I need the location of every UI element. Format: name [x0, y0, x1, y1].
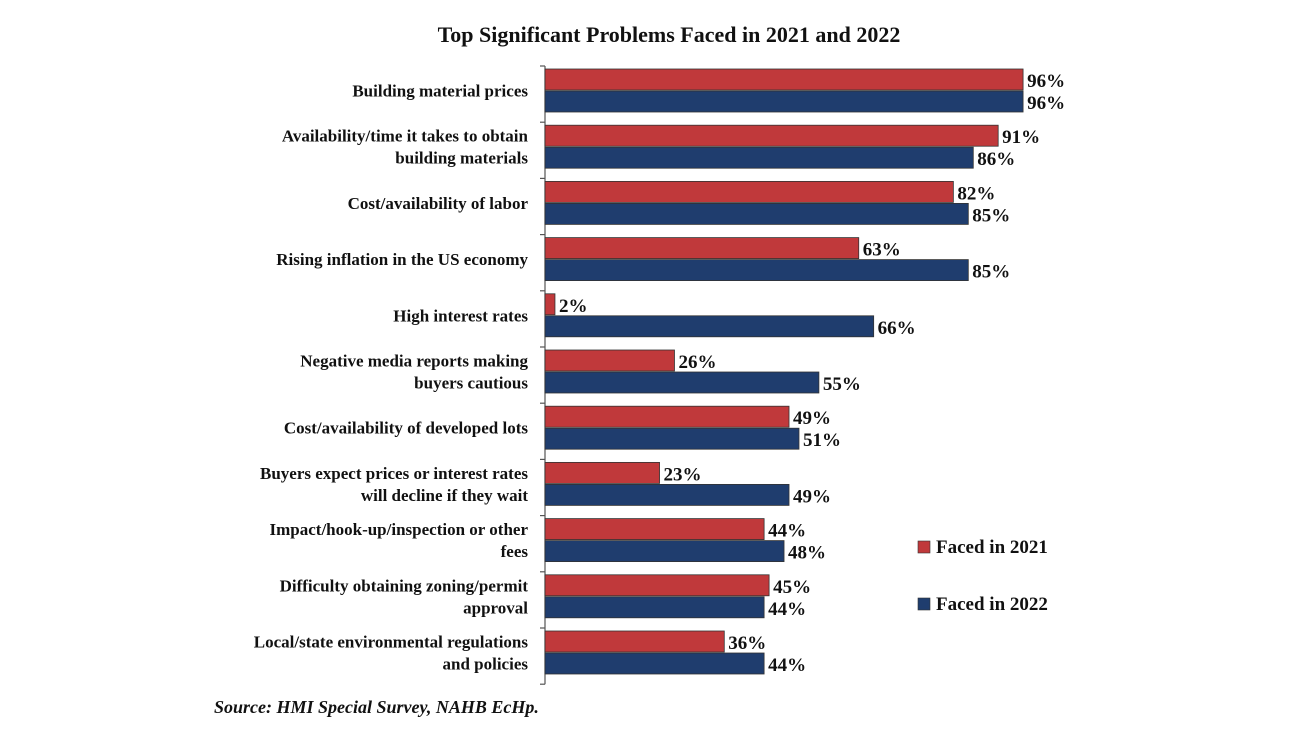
chart-title: Top Significant Problems Faced in 2021 a…	[438, 22, 901, 47]
value-label: 26%	[678, 352, 716, 373]
value-label: 48%	[788, 543, 826, 564]
bar-2021	[544, 349, 675, 372]
category-label: High interest rates	[393, 306, 528, 325]
bar-2022	[544, 90, 1024, 113]
value-label: 85%	[972, 205, 1010, 226]
category-label: Cost/availability of developed lots	[284, 419, 529, 438]
bar-2021	[544, 630, 725, 653]
value-label: 91%	[1002, 127, 1040, 148]
bar-2022	[544, 596, 765, 619]
bar-2022	[544, 146, 974, 169]
value-label: 55%	[823, 374, 861, 395]
bar-2022	[544, 259, 969, 282]
bar-2021	[544, 237, 860, 260]
bar-2022	[544, 652, 765, 675]
category-label: Cost/availability of labor	[348, 194, 529, 213]
category-label: Rising inflation in the US economy	[276, 250, 528, 269]
bar-2021	[544, 518, 765, 540]
bar-2021	[544, 180, 954, 203]
value-label: 66%	[878, 318, 916, 339]
value-label: 51%	[803, 430, 841, 451]
bar-2021	[544, 68, 1024, 91]
value-label: 49%	[793, 486, 831, 507]
category-label: Availability/time it takes to obtain buil…	[282, 127, 529, 168]
bar-2022	[544, 202, 969, 225]
bar-2022	[544, 427, 800, 450]
value-label: 44%	[768, 599, 806, 620]
bar-2022	[544, 483, 790, 506]
category-label: Impact/hook-up/inspection or other fees	[270, 520, 529, 561]
value-label: 49%	[793, 408, 831, 429]
value-label: 85%	[972, 262, 1010, 283]
bar-2022	[544, 540, 785, 562]
value-label: 96%	[1027, 93, 1065, 114]
category-label: Negative media reports making buyers caut…	[300, 352, 528, 393]
value-label: 44%	[768, 655, 806, 676]
category-label: Difficulty obtaining zoning/permit approv…	[280, 576, 529, 617]
bar-2021	[544, 461, 660, 484]
value-label: 44%	[768, 521, 806, 542]
category-label: Buyers expect prices or interest rates wi…	[260, 464, 528, 505]
legend-swatch-2022	[917, 597, 931, 611]
value-label: 45%	[773, 577, 811, 598]
value-label: 36%	[728, 633, 766, 654]
value-label: 63%	[863, 240, 901, 261]
legend: Faced in 2021 Faced in 2022	[917, 537, 1048, 615]
plot-area: Building material prices 96%96% Availabili…	[254, 65, 1065, 685]
legend-label-2022: Faced in 2022	[936, 594, 1048, 615]
legend-swatch-2021	[917, 540, 931, 554]
value-label: 23%	[664, 464, 702, 485]
value-label: 86%	[977, 149, 1015, 170]
bar-2021	[544, 574, 770, 597]
bar-2022	[544, 315, 875, 338]
bar-2021	[544, 124, 999, 147]
chart-source: Source: HMI Special Survey, NAHB EcHp.	[214, 697, 539, 717]
bar-2021	[544, 405, 790, 428]
value-label: 96%	[1027, 71, 1065, 92]
value-label: 2%	[559, 296, 588, 317]
category-label: Local/state environmental regulations and…	[254, 633, 529, 674]
bar-2022	[544, 371, 820, 394]
value-label: 82%	[957, 183, 995, 204]
bar-2021	[544, 293, 556, 316]
legend-label-2021: Faced in 2021	[936, 537, 1048, 558]
category-label: Building material prices	[352, 82, 528, 101]
